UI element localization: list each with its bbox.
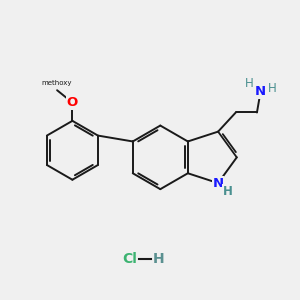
Text: O: O [67, 96, 78, 109]
Text: N: N [255, 85, 266, 98]
Text: H: H [223, 185, 232, 198]
Text: H: H [268, 82, 277, 95]
Text: N: N [212, 177, 224, 190]
Text: methoxy: methoxy [42, 80, 72, 86]
Text: H: H [153, 252, 165, 266]
Text: H: H [245, 76, 254, 90]
Text: Cl: Cl [122, 252, 137, 266]
